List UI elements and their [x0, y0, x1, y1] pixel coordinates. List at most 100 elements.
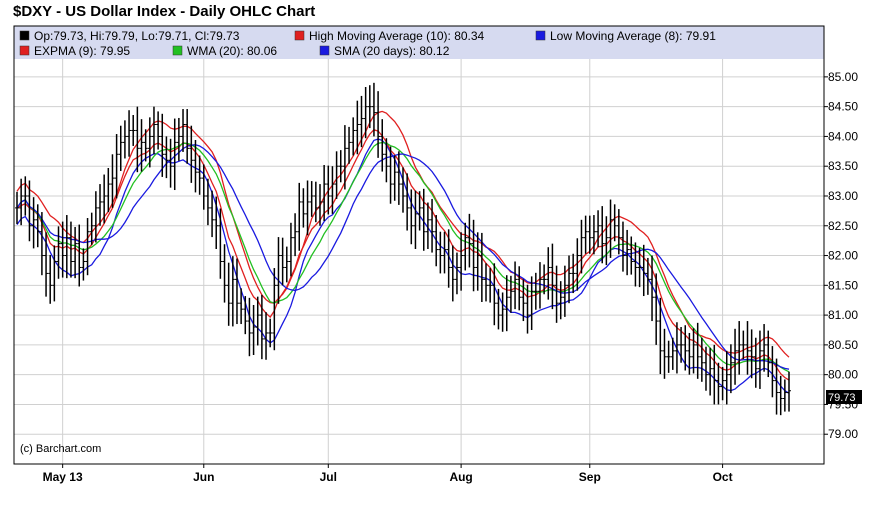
ohlc-bar	[417, 191, 422, 231]
legend-label-low-ma: Low Moving Average (8): 79.91	[550, 29, 716, 43]
ohlc-bar	[56, 226, 61, 279]
ohlc-bar	[492, 263, 497, 326]
ohlc-bar	[749, 329, 754, 379]
ohlc-bar	[459, 232, 464, 291]
ohlc-bar	[35, 204, 40, 248]
ohlc-bar	[542, 264, 547, 295]
legend-swatch-high-ma	[294, 30, 305, 41]
ohlc-bar	[712, 344, 717, 405]
ohlc-bar	[650, 255, 655, 322]
ohlc-bar	[774, 358, 779, 415]
ohlc-bar	[674, 322, 679, 374]
ohlc-bar	[724, 350, 729, 405]
ohlc-bar	[467, 213, 472, 268]
ohlc-bar	[741, 330, 746, 360]
x-tick-label: Jun	[193, 470, 214, 484]
legend-swatch-ohlc	[19, 30, 30, 41]
ohlc-bar	[450, 245, 455, 302]
ohlc-bar	[64, 215, 69, 279]
ohlc-bar	[484, 263, 489, 302]
legend-swatch-expma	[19, 45, 30, 56]
ohlc-bar	[293, 213, 298, 257]
ohlc-bar	[176, 117, 181, 161]
ohlc-bar	[143, 129, 148, 162]
ohlc-bar	[409, 189, 414, 245]
ohlc-bar	[297, 182, 302, 251]
ohlc-bar	[305, 180, 310, 236]
ohlc-bar	[205, 178, 210, 226]
ohlc-bar	[309, 181, 314, 217]
ohlc-bar	[430, 198, 435, 253]
ohlc-bar	[251, 304, 256, 356]
chart-title: $DXY - US Dollar Index - Daily OHLC Char…	[13, 3, 316, 20]
x-tick-label: Sep	[579, 470, 601, 484]
ohlc-bar	[625, 229, 630, 276]
ohlc-bar	[396, 151, 401, 205]
ohlc-bar	[517, 266, 522, 311]
ohlc-bar	[687, 332, 692, 375]
ohlc-bar	[276, 237, 281, 304]
ohlc-bar	[716, 362, 721, 405]
ohlc-bar	[446, 229, 451, 288]
ohlc-bar	[359, 95, 364, 148]
ohlc-bar	[380, 119, 385, 172]
ohlc-bar	[234, 258, 239, 325]
ohlc-bar	[645, 257, 650, 295]
ohlc-bar	[425, 202, 430, 249]
ohlc-bar	[550, 243, 555, 310]
ohlc-bar	[218, 208, 223, 279]
ohlc-bar	[110, 154, 115, 208]
ohlc-bar	[575, 238, 580, 291]
ohlc-bar	[288, 222, 293, 277]
ohlc-bar	[73, 226, 78, 279]
ohlc-bar	[147, 117, 152, 168]
ohlc-bar	[151, 106, 156, 155]
last-price-marker: 79.73	[826, 390, 862, 404]
ohlc-bar	[197, 155, 202, 195]
ohlc-bar	[351, 117, 356, 156]
ohlc-bar	[268, 318, 273, 348]
ohlc-bar	[546, 247, 551, 300]
ohlc-bar	[392, 155, 397, 201]
legend-swatch-sma	[319, 45, 330, 56]
ohlc-bar	[691, 328, 696, 374]
x-tick-label: Jul	[320, 470, 337, 484]
ohlc-bar	[317, 184, 322, 226]
x-tick-label: Aug	[449, 470, 472, 484]
ohlc-bar	[629, 236, 634, 275]
ohlc-bar	[496, 288, 501, 330]
y-tick-label: 83.00	[828, 189, 858, 203]
ohlc-bar	[562, 265, 567, 317]
ohlc-bar	[757, 330, 762, 389]
legend-label-wma: WMA (20): 80.06	[187, 44, 277, 58]
ohlc-bar	[371, 82, 376, 137]
ohlc-bar	[579, 219, 584, 274]
ohlc-bar	[39, 212, 44, 276]
x-tick-label: May 13	[43, 470, 83, 484]
ohlc-bar	[347, 126, 352, 164]
ohlc-bar	[44, 232, 49, 297]
ohlc-bar	[93, 191, 98, 243]
ohlc-bar	[703, 346, 708, 391]
ohlc-bar	[31, 197, 36, 249]
ohlc-bar	[766, 330, 771, 378]
y-tick-label: 82.50	[828, 219, 858, 233]
ohlc-bar	[48, 254, 53, 304]
grid	[14, 59, 824, 464]
ohlc-bar	[762, 324, 767, 372]
ohlc-bar	[226, 262, 231, 326]
ohlc-bar	[247, 297, 252, 357]
ohlc-bar	[633, 242, 638, 287]
ohlc-bar	[728, 344, 733, 394]
ohlc-bar	[591, 215, 596, 255]
ohlc-bars	[15, 82, 791, 416]
ohlc-bar	[77, 224, 82, 287]
ohlc-bar	[214, 196, 219, 249]
ohlc-bar	[172, 118, 177, 191]
ohlc-bar	[533, 272, 538, 310]
ohlc-bar	[222, 244, 227, 303]
ohlc-bar	[753, 337, 758, 388]
ohlc-bar	[127, 110, 132, 157]
ohlc-bar	[658, 297, 663, 375]
